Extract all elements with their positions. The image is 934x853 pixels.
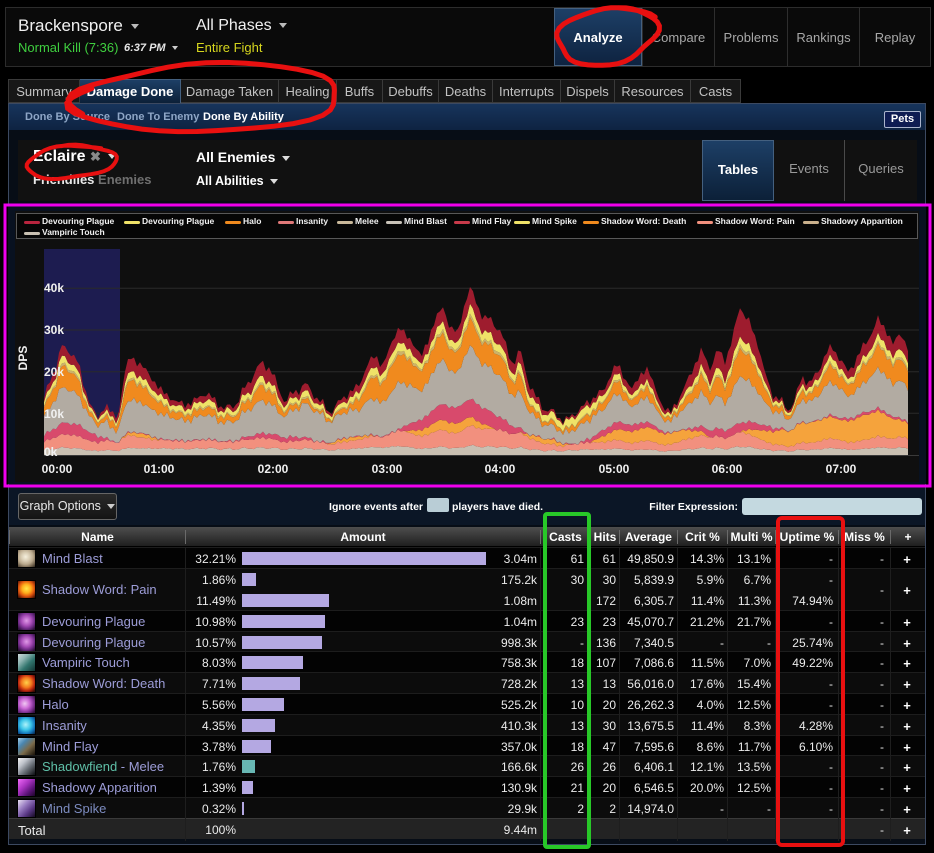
- svg-text:03:00: 03:00: [372, 462, 403, 476]
- svg-text:20k: 20k: [44, 365, 64, 379]
- svg-text:00:00: 00:00: [42, 462, 73, 476]
- svg-text:40k: 40k: [44, 281, 64, 295]
- svg-text:01:00: 01:00: [144, 462, 175, 476]
- svg-text:05:00: 05:00: [599, 462, 630, 476]
- svg-text:02:00: 02:00: [258, 462, 289, 476]
- svg-text:04:00: 04:00: [485, 462, 516, 476]
- svg-text:07:00: 07:00: [826, 462, 857, 476]
- svg-text:0k: 0k: [44, 445, 58, 459]
- svg-text:DPS: DPS: [16, 346, 30, 371]
- svg-text:06:00: 06:00: [712, 462, 743, 476]
- svg-text:10k: 10k: [44, 407, 64, 421]
- svg-text:30k: 30k: [44, 323, 64, 337]
